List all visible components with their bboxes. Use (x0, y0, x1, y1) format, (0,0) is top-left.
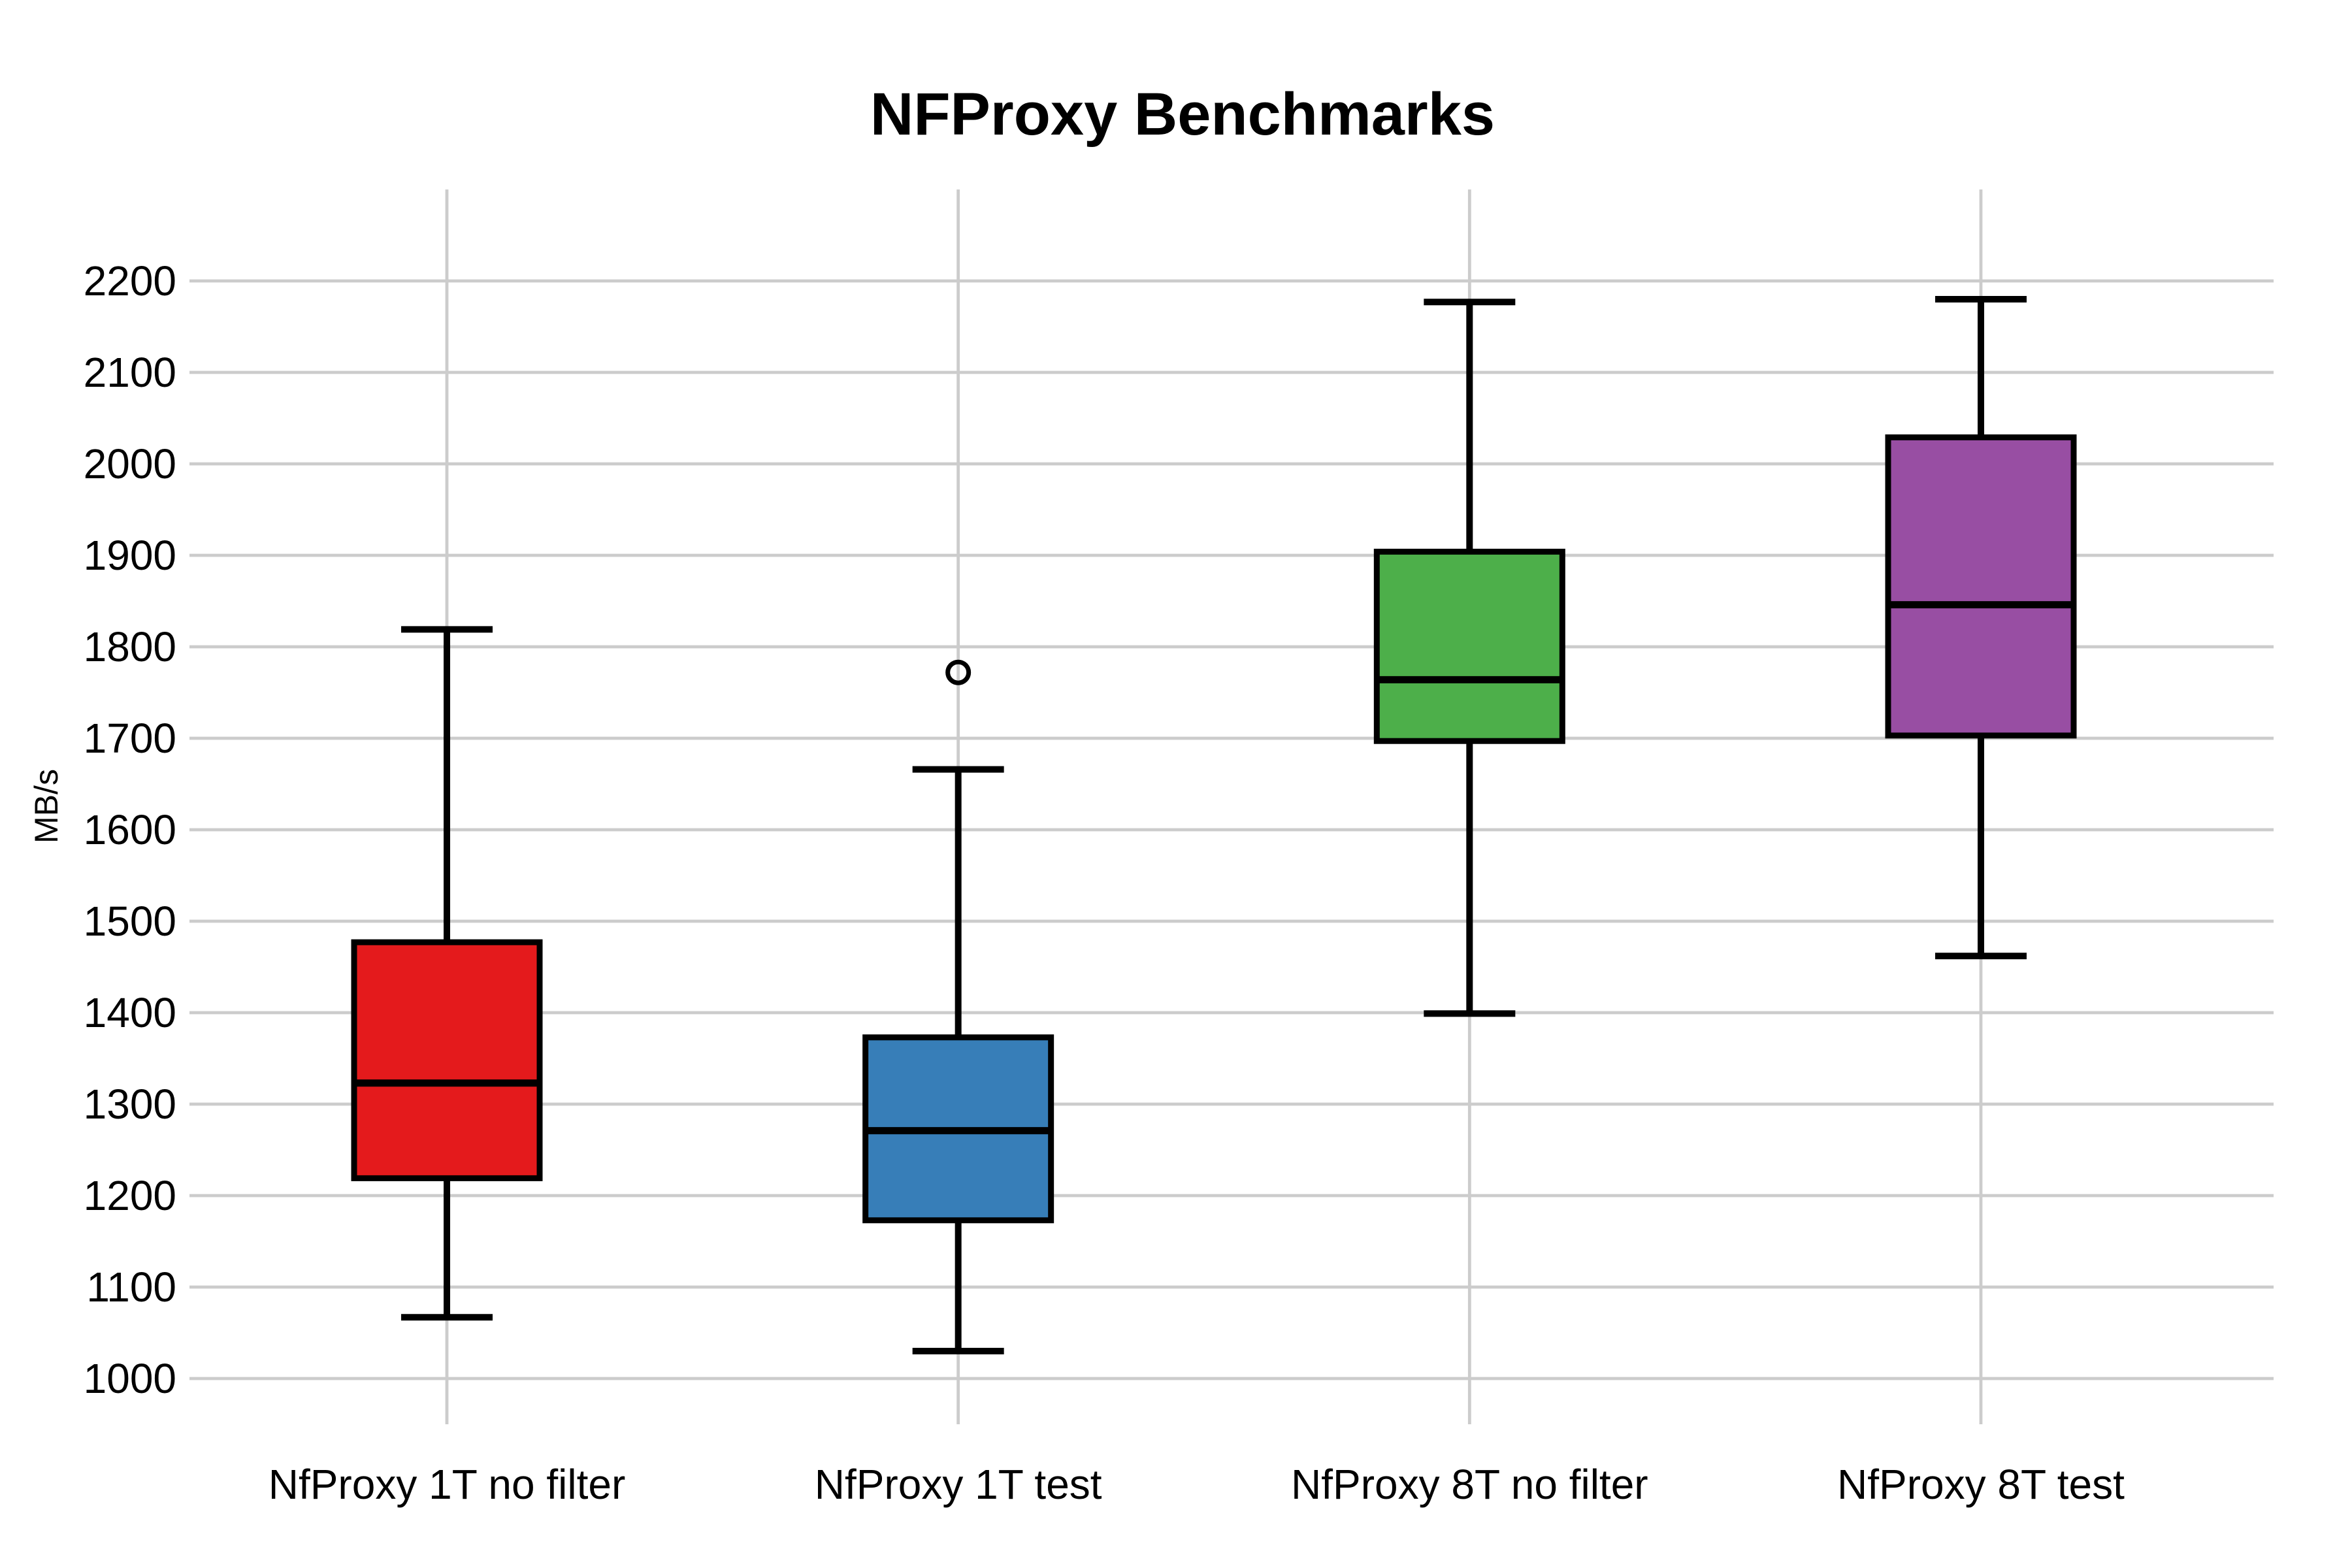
box-plot-1 (351, 626, 543, 1321)
y-tick-label: 1500 (84, 898, 176, 945)
y-tick-label: 1100 (86, 1264, 176, 1311)
y-tick-labels: 1000 1100 1200 1300 1400 1500 1600 1700 1800 1900… (84, 257, 176, 1402)
x-category-label: NfProxy 1T no filter (269, 1461, 626, 1508)
chart-title: NFProxy Benchmarks (870, 81, 1495, 148)
y-axis-label: MB/s (28, 769, 65, 843)
box-plot-3 (1373, 299, 1565, 1017)
y-tick-label: 1800 (84, 623, 176, 670)
y-tick-label: 2200 (84, 257, 176, 304)
x-category-label: NfProxy 1T test (815, 1461, 1102, 1508)
iqr-box (1373, 548, 1565, 744)
x-category-label: NfProxy 8T test (1837, 1461, 2125, 1508)
x-category-labels: NfProxy 1T no filter NfProxy 1T test NfPro… (269, 1461, 2125, 1508)
y-tick-label: 1000 (84, 1355, 176, 1402)
y-tick-label: 2100 (84, 349, 176, 396)
iqr-box (351, 939, 543, 1181)
y-tick-label: 1200 (84, 1172, 176, 1219)
box-plot-2 (862, 659, 1054, 1354)
box-plot-4 (1885, 296, 2077, 960)
box-series (351, 296, 2077, 1354)
y-tick-label: 1700 (84, 715, 176, 762)
y-tick-label: 2000 (84, 440, 176, 487)
x-category-label: NfProxy 8T no filter (1291, 1461, 1648, 1508)
y-tick-label: 1400 (84, 989, 176, 1036)
iqr-box (1885, 434, 2077, 739)
y-tick-label: 1600 (84, 806, 176, 853)
y-tick-label: 1900 (84, 532, 176, 579)
y-tick-label: 1300 (84, 1081, 176, 1128)
outlier-point (945, 659, 972, 685)
